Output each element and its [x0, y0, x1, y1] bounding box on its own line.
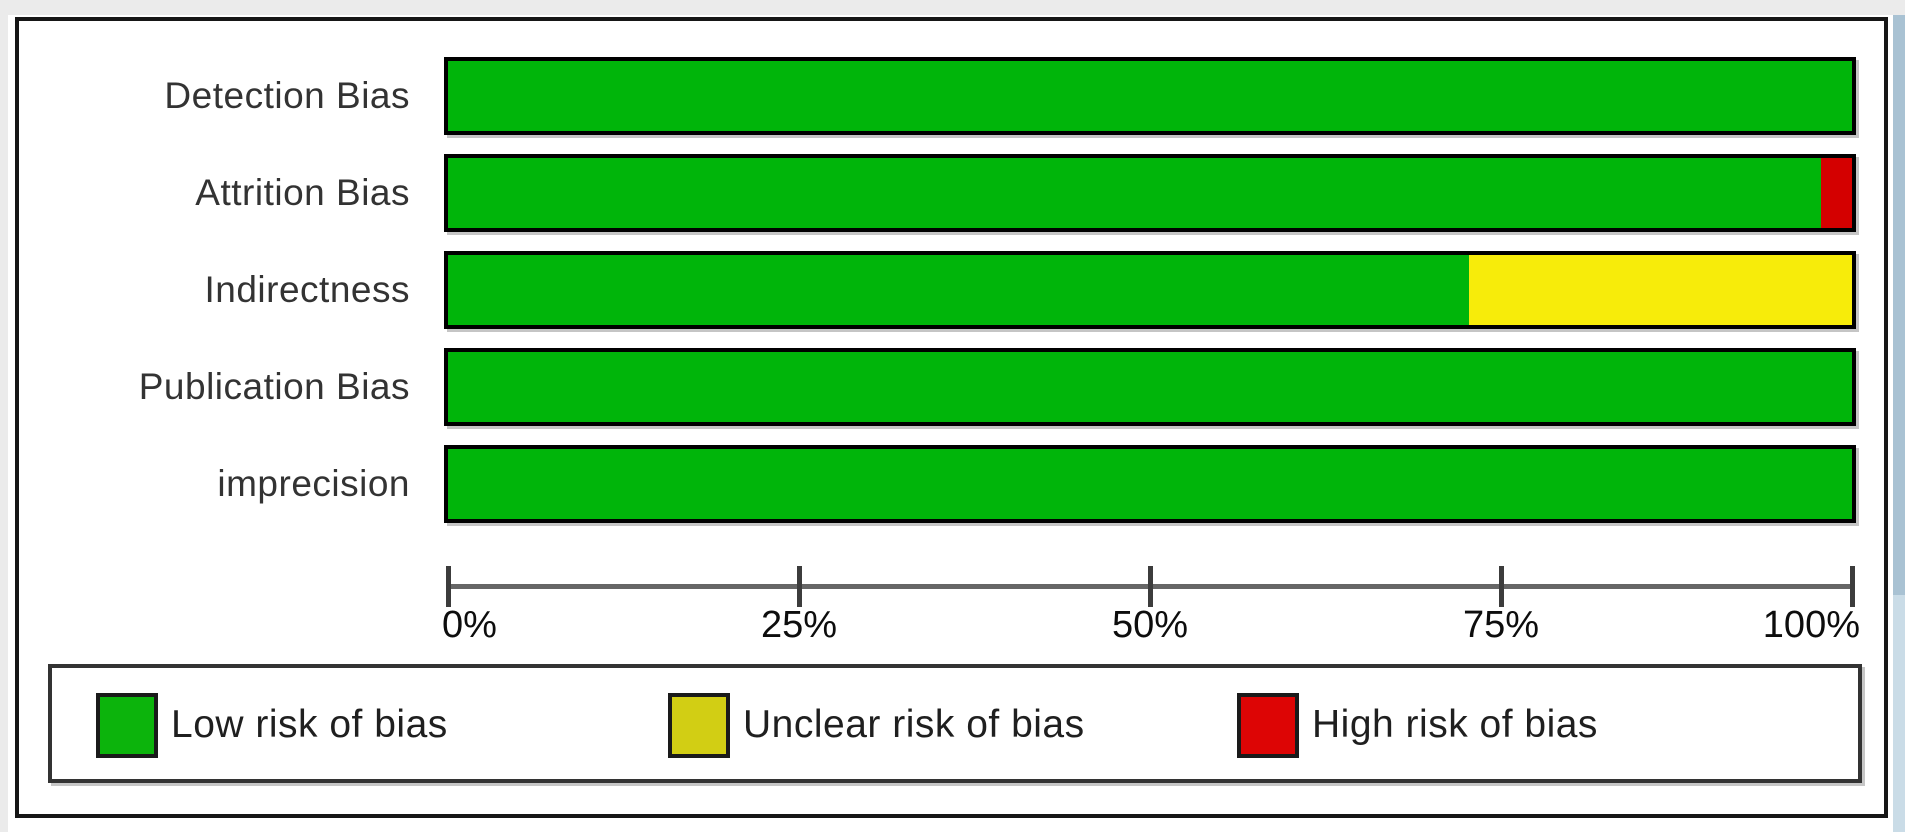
row-label-publication-bias: Publication Bias [138, 366, 410, 407]
bar-segment-unclear-risk-of-bias [1468, 255, 1852, 325]
x-tick-mark-100 [1850, 566, 1855, 607]
bar-segment-low-risk-of-bias [448, 255, 1469, 325]
bar-publication-bias [444, 348, 1856, 426]
x-tick-label-25: 25% [760, 604, 838, 646]
x-tick-mark-0 [446, 566, 451, 607]
bar-indirectness [444, 251, 1856, 329]
bar-imprecision [444, 445, 1856, 523]
bar-detection-bias [444, 57, 1856, 135]
legend-label-low-risk-of-bias: Low risk of bias [171, 703, 448, 746]
row-label-imprecision: imprecision [217, 463, 410, 504]
bar-segment-low-risk-of-bias [448, 449, 1852, 519]
legend-label-high-risk-of-bias: High risk of bias [1312, 703, 1598, 746]
x-tick-mark-25 [797, 566, 802, 607]
legend-label-unclear-risk-of-bias: Unclear risk of bias [743, 703, 1085, 746]
bar-attrition-bias [444, 154, 1856, 232]
legend-item-high-risk-of-bias: High risk of bias [1237, 690, 1598, 760]
top-edge-strip [0, 0, 1905, 15]
bar-segment-low-risk-of-bias [448, 352, 1852, 422]
x-tick-label-100: 100% [1762, 604, 1860, 646]
x-tick-label-0: 0% [442, 604, 497, 646]
right-edge-strip [1893, 15, 1905, 832]
legend-swatch-unclear-risk-of-bias [668, 692, 730, 758]
legend-box: Low risk of bias Unclear risk of bias High… [48, 664, 1862, 783]
bar-segment-high-risk-of-bias [1821, 158, 1852, 228]
x-tick-mark-50 [1148, 566, 1153, 607]
bar-segment-low-risk-of-bias [448, 61, 1852, 131]
x-tick-label-50: 50% [1111, 604, 1189, 646]
left-edge-strip [0, 0, 8, 832]
legend-swatch-high-risk-of-bias [1237, 692, 1299, 758]
row-label-detection-bias: Detection Bias [164, 75, 410, 116]
row-label-indirectness: Indirectness [204, 269, 410, 310]
x-tick-mark-75 [1499, 566, 1504, 607]
legend-item-unclear-risk-of-bias: Unclear risk of bias [668, 690, 1085, 760]
legend-item-low-risk-of-bias: Low risk of bias [96, 690, 448, 760]
bar-segment-low-risk-of-bias [448, 158, 1822, 228]
row-label-attrition-bias: Attrition Bias [195, 172, 410, 213]
legend-swatch-low-risk-of-bias [96, 692, 158, 758]
x-tick-label-75: 75% [1462, 604, 1540, 646]
